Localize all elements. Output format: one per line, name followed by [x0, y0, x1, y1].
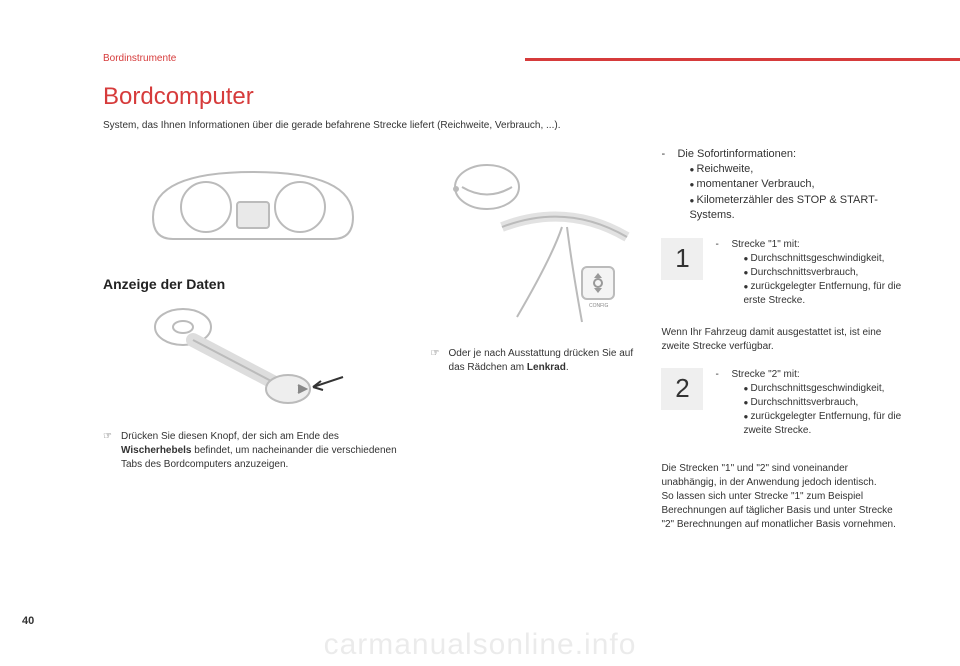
intro-text: System, das Ihnen Informationen über die… [103, 119, 903, 133]
list-item: Durchschnittsgeschwindigkeit, [743, 382, 903, 396]
column-middle: CONFIG ☞ Oder je nach Ausstattung drücke… [431, 147, 634, 532]
figure-instrument-cluster [103, 147, 403, 257]
left-action: ☞ Drücken Sie diesen Knopf, der sich am … [103, 430, 403, 472]
svg-text:CONFIG: CONFIG [589, 303, 609, 309]
list-item: momentaner Verbrauch, [689, 177, 903, 192]
list-item: Reichweite, [689, 162, 903, 177]
list-item: Durchschnittsverbrauch, [743, 396, 903, 410]
header-accent-bar [525, 58, 960, 61]
mid-action: ☞ Oder je nach Ausstattung drücken Sie a… [431, 347, 634, 375]
instant-list: Reichweite, momentaner Verbrauch, Kilome… [677, 162, 903, 224]
column-left: Anzeige der Daten [103, 147, 403, 532]
mid-action-text: Oder je nach Ausstattung drücken Sie auf… [449, 347, 634, 375]
trip-1: 1 - Strecke "1" mit: Durchschnittsgeschw… [661, 238, 903, 308]
trip2-list: Durchschnittsgeschwindigkeit, Durchschni… [731, 382, 903, 438]
footer-note: Die Strecken "1" und "2" sind voneinande… [661, 462, 903, 532]
page-number: 40 [22, 614, 34, 629]
column-right: - Die Sofortinformationen: Reichweite, m… [661, 147, 903, 532]
trip2-heading: Strecke "2" mit: [731, 368, 903, 382]
list-item: zurückgelegter Entfernung, für die zweit… [743, 410, 903, 438]
figure-steering-wheel: CONFIG [431, 157, 634, 327]
watermark: carmanualsonline.info [0, 624, 960, 666]
trip-number-badge: 1 [661, 238, 703, 280]
instant-heading: Die Sofortinformationen: [677, 147, 903, 162]
section-label: Bordinstrumente [103, 52, 176, 66]
subtitle: Anzeige der Daten [103, 275, 403, 295]
page-title: Bordcomputer [103, 80, 903, 114]
columns: Anzeige der Daten [103, 147, 903, 532]
list-item: Durchschnittsgeschwindigkeit, [743, 252, 903, 266]
figure-wiper-stalk [103, 302, 403, 422]
page-content: Bordcomputer System, das Ihnen Informati… [103, 80, 903, 620]
instant-info: - Die Sofortinformationen: Reichweite, m… [661, 147, 903, 224]
left-action-text: Drücken Sie diesen Knopf, der sich am En… [121, 430, 403, 472]
pointer-icon: ☞ [103, 430, 113, 472]
trip-number-badge: 2 [661, 368, 703, 410]
list-item: Durchschnittsverbrauch, [743, 266, 903, 280]
pointer-icon: ☞ [431, 347, 441, 375]
list-item: zurückgelegter Entfernung, für die erste… [743, 280, 903, 308]
trip-2: 2 - Strecke "2" mit: Durchschnittsgeschw… [661, 368, 903, 438]
equip-note: Wenn Ihr Fahrzeug damit ausgestattet ist… [661, 326, 903, 354]
trip1-heading: Strecke "1" mit: [731, 238, 903, 252]
trip1-list: Durchschnittsgeschwindigkeit, Durchschni… [731, 252, 903, 308]
list-item: Kilometerzähler des STOP & START-Systems… [689, 193, 903, 224]
